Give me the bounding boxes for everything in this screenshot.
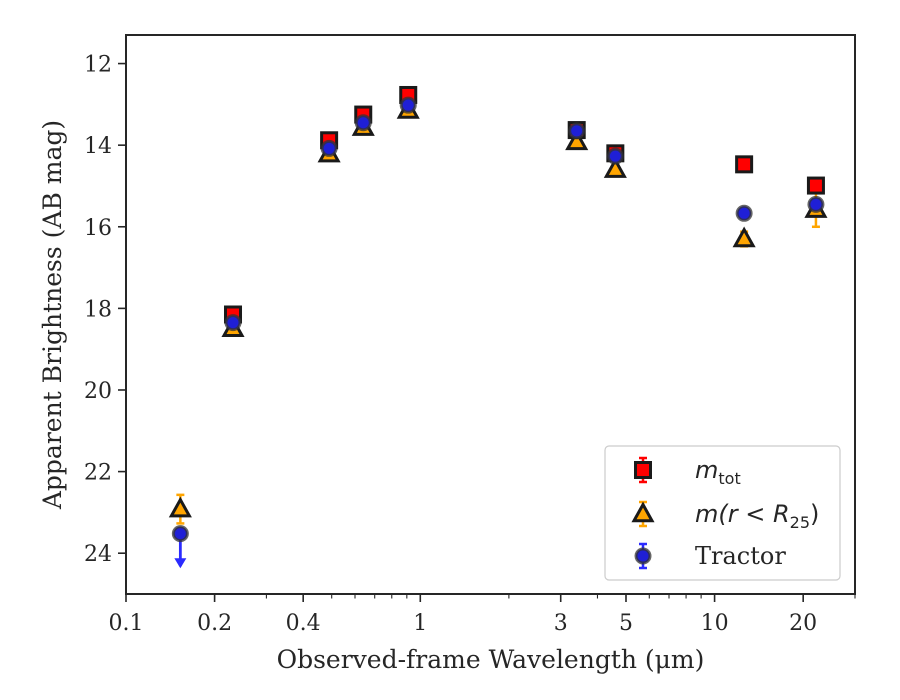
x-tick-label: 20 — [789, 611, 817, 636]
legend-entry-tractor: Tractor — [634, 542, 786, 570]
legend-box — [604, 445, 841, 581]
y-axis-label: Apparent Brightness (AB mag) — [38, 120, 67, 510]
data-point-mr25 — [732, 226, 756, 248]
data-point-tractor — [735, 204, 753, 222]
data-point-tractor — [399, 96, 417, 114]
data-point-mr25 — [168, 493, 192, 525]
legend-entry-mr25: m(r < R25) — [631, 500, 819, 532]
marker-tractor — [354, 114, 372, 132]
marker-tractor — [399, 96, 417, 114]
legend-label-suffix: ) — [810, 500, 819, 528]
x-tick-label: 10 — [701, 611, 729, 636]
marker-mr25 — [168, 496, 192, 518]
data-point-mr25 — [603, 157, 627, 178]
legend-label-mtot: mtot — [695, 456, 741, 488]
y-tick-label: 18 — [84, 297, 112, 322]
x-tick-label: 3 — [554, 611, 568, 636]
marker-tractor — [735, 204, 753, 222]
marker-mr25 — [603, 157, 627, 178]
legend-label-subscript: tot — [718, 469, 740, 488]
y-tick-label: 16 — [84, 216, 112, 241]
marker-mr25 — [732, 226, 756, 248]
y-tick-label: 14 — [84, 134, 112, 159]
plot-frame — [125, 34, 856, 595]
legend: mtot m(r < R25) Tractor — [604, 445, 841, 581]
legend-label-tractor: Tractor — [695, 542, 786, 570]
marker-tractor — [224, 314, 242, 332]
marker-tractor — [807, 195, 825, 213]
legend-marker-mr25 — [631, 501, 655, 523]
legend-label-main: m(r < R — [695, 500, 790, 528]
data-point-mr25 — [565, 129, 589, 151]
series-tractor — [171, 96, 825, 569]
legend-label-main: Tractor — [695, 542, 786, 570]
data-point-mtot — [806, 176, 825, 195]
marker-tractor — [606, 147, 624, 165]
y-tick-label: 22 — [84, 461, 112, 486]
data-point-mtot — [735, 155, 754, 174]
legend-label-main: m — [695, 456, 718, 484]
legend-marker-mtot — [634, 461, 652, 479]
x-tick-label: 0.1 — [109, 611, 144, 636]
y-tick-label: 12 — [84, 53, 112, 78]
x-tick-label: 1 — [413, 611, 427, 636]
marker-tractor — [568, 122, 586, 140]
data-point-tractor — [224, 314, 242, 332]
x-tick-label: 0.2 — [197, 611, 232, 636]
data-marks — [168, 85, 828, 569]
data-point-tractor — [606, 147, 624, 165]
data-point-tractor — [171, 525, 189, 569]
data-point-tractor — [807, 195, 825, 213]
x-axis-label: Observed-frame Wavelength (μm) — [277, 645, 705, 674]
upper-limit-arrow-head — [174, 558, 187, 569]
legend-marker-tractor — [634, 547, 652, 565]
marker-tractor — [171, 525, 189, 543]
legend-label-subscript: 25 — [790, 513, 810, 532]
marker-tractor — [320, 139, 338, 157]
plot-area — [125, 34, 856, 595]
x-tick-label: 5 — [619, 611, 633, 636]
marker-mtot — [735, 155, 754, 174]
marker-mr25 — [565, 129, 589, 151]
data-point-tractor — [320, 139, 338, 157]
y-tick-label: 20 — [84, 379, 112, 404]
axis-ticks: 0.1 0.2 0.4 1 3 5 10 20 12 14 16 18 20 22 24 — [84, 53, 856, 636]
legend-entry-mtot: mtot — [634, 456, 741, 488]
marker-mtot — [806, 176, 825, 195]
legend-label-mr25: m(r < R25) — [695, 500, 819, 532]
data-point-tractor — [354, 114, 372, 132]
data-point-tractor — [568, 122, 586, 140]
x-tick-label: 0.4 — [286, 611, 321, 636]
y-tick-label: 24 — [84, 542, 112, 567]
